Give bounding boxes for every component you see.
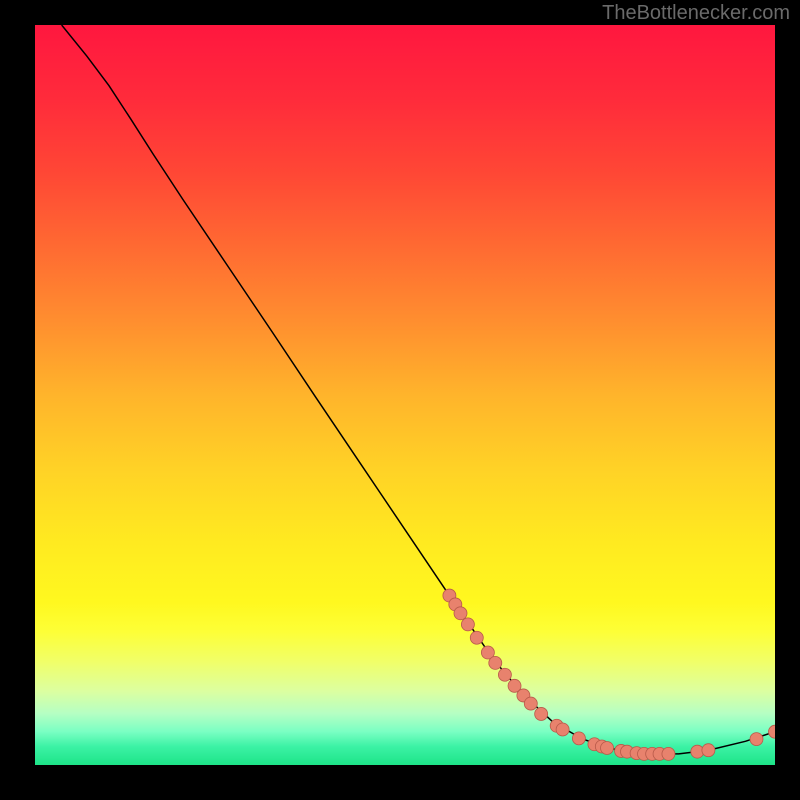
data-point <box>461 618 474 631</box>
data-point <box>702 744 715 757</box>
data-point <box>524 697 537 710</box>
data-point <box>535 707 548 720</box>
data-point <box>470 631 483 644</box>
data-point <box>750 733 763 746</box>
chart-overlay <box>35 25 775 765</box>
data-point <box>498 668 511 681</box>
data-point <box>769 725 776 738</box>
data-markers <box>443 589 775 760</box>
data-point <box>662 747 675 760</box>
bottleneck-curve <box>62 25 775 754</box>
watermark-text: TheBottlenecker.com <box>602 2 790 25</box>
data-point <box>489 656 502 669</box>
data-point <box>454 607 467 620</box>
data-point <box>556 723 569 736</box>
data-point <box>601 741 614 754</box>
plot-area <box>35 25 775 765</box>
data-point <box>572 732 585 745</box>
